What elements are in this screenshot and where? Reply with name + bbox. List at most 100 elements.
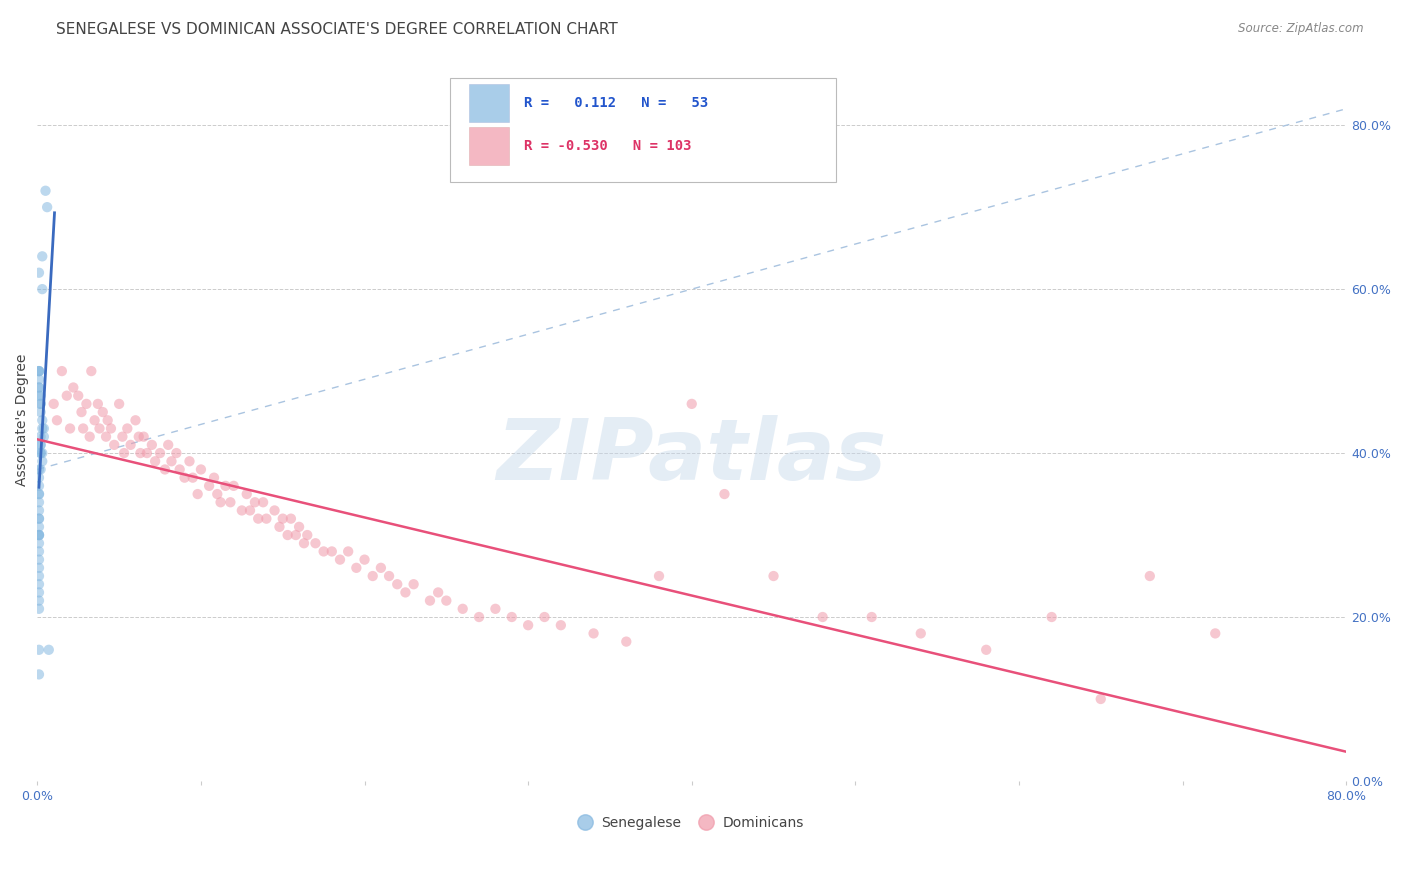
Point [762, 569, 785, 583]
Point [38, 642, 60, 657]
Point [112, 446, 135, 460]
Point [28, 536, 51, 550]
Point [28, 667, 51, 681]
Point [533, 610, 555, 624]
Point [149, 446, 172, 460]
Point [451, 602, 474, 616]
Point [271, 511, 294, 525]
Point [28, 372, 51, 386]
Point [974, 642, 997, 657]
Point [67, 389, 90, 403]
Point [28, 462, 51, 476]
Point [860, 610, 883, 624]
Point [337, 544, 360, 558]
Point [1139, 569, 1161, 583]
Point [32, 430, 55, 444]
Point [910, 626, 932, 640]
Point [153, 462, 176, 476]
Point [28, 511, 51, 525]
Point [28, 364, 51, 378]
Point [207, 487, 229, 501]
Point [165, 446, 187, 460]
Point [46, 413, 69, 427]
Point [517, 618, 540, 632]
Point [30, 438, 52, 452]
Point [30, 397, 52, 411]
Point [32, 421, 55, 435]
Point [304, 536, 326, 550]
Point [91, 405, 114, 419]
Point [28, 528, 51, 542]
Point [30, 430, 52, 444]
Point [51, 364, 73, 378]
Point [160, 454, 183, 468]
Point [28, 380, 51, 394]
Point [143, 454, 166, 468]
Point [181, 470, 204, 484]
Point [72, 421, 94, 435]
Point [235, 487, 257, 501]
Point [1090, 692, 1112, 706]
Point [59, 421, 82, 435]
Point [402, 577, 425, 591]
Point [321, 544, 343, 558]
Point [83, 413, 105, 427]
Point [387, 577, 409, 591]
Point [169, 462, 191, 476]
Text: Source: ZipAtlas.com: Source: ZipAtlas.com [1239, 22, 1364, 36]
Point [292, 536, 315, 550]
Point [614, 634, 637, 648]
Point [94, 430, 117, 444]
Text: SENEGALESE VS DOMINICAN ASSOCIATE'S DEGREE CORRELATION CHART: SENEGALESE VS DOMINICAN ASSOCIATE'S DEGR… [56, 22, 619, 37]
Point [28, 569, 51, 583]
Point [28, 380, 51, 394]
Point [128, 430, 150, 444]
Point [179, 454, 201, 468]
Point [394, 585, 416, 599]
Point [30, 397, 52, 411]
Point [31, 413, 53, 427]
Point [263, 503, 285, 517]
Point [28, 503, 51, 517]
FancyBboxPatch shape [470, 84, 509, 121]
Point [550, 618, 572, 632]
Point [1204, 626, 1226, 640]
Point [28, 544, 51, 558]
Point [30, 462, 52, 476]
Point [31, 421, 53, 435]
Point [811, 610, 834, 624]
Point [79, 430, 101, 444]
Text: R =   0.112   N =   53: R = 0.112 N = 53 [524, 95, 709, 110]
Point [501, 610, 523, 624]
Point [247, 511, 270, 525]
Point [222, 479, 245, 493]
Point [30, 446, 52, 460]
FancyBboxPatch shape [450, 78, 835, 182]
Point [80, 364, 103, 378]
Point [214, 479, 236, 493]
Point [28, 577, 51, 591]
Point [28, 389, 51, 403]
FancyBboxPatch shape [470, 128, 509, 165]
Point [31, 454, 53, 468]
Point [28, 593, 51, 607]
Point [30, 446, 52, 460]
Point [254, 511, 277, 525]
Point [288, 520, 311, 534]
Point [269, 520, 291, 534]
Point [31, 282, 53, 296]
Point [28, 528, 51, 542]
Point [28, 364, 51, 378]
Point [277, 528, 299, 542]
Point [42, 397, 65, 411]
Point [89, 421, 111, 435]
Point [30, 405, 52, 419]
Point [132, 430, 155, 444]
Point [31, 249, 53, 263]
Point [434, 593, 457, 607]
Point [239, 503, 262, 517]
Point [28, 266, 51, 280]
Point [209, 495, 232, 509]
Point [378, 569, 401, 583]
Point [681, 397, 703, 411]
